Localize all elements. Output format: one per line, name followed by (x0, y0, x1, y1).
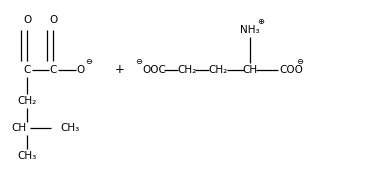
Text: NH₃: NH₃ (240, 25, 260, 35)
Text: ⊕: ⊕ (257, 17, 264, 26)
Text: CH₃: CH₃ (18, 151, 37, 161)
Text: O: O (23, 15, 31, 25)
Text: CH: CH (242, 65, 257, 75)
Text: OOC: OOC (142, 65, 167, 75)
Text: CH₂: CH₂ (208, 65, 228, 75)
Text: CH: CH (11, 123, 26, 133)
Text: ⊖: ⊖ (297, 57, 303, 66)
Text: CH₂: CH₂ (177, 65, 196, 75)
Text: CH₃: CH₃ (60, 123, 79, 133)
Text: C: C (50, 65, 57, 75)
Text: ⊖: ⊖ (85, 57, 92, 66)
Text: O: O (49, 15, 57, 25)
Text: COO: COO (279, 65, 303, 75)
Text: O: O (76, 65, 85, 75)
Text: ⊖: ⊖ (136, 57, 142, 66)
Text: CH₂: CH₂ (18, 96, 37, 106)
Text: +: + (115, 63, 124, 76)
Text: C: C (23, 65, 31, 75)
